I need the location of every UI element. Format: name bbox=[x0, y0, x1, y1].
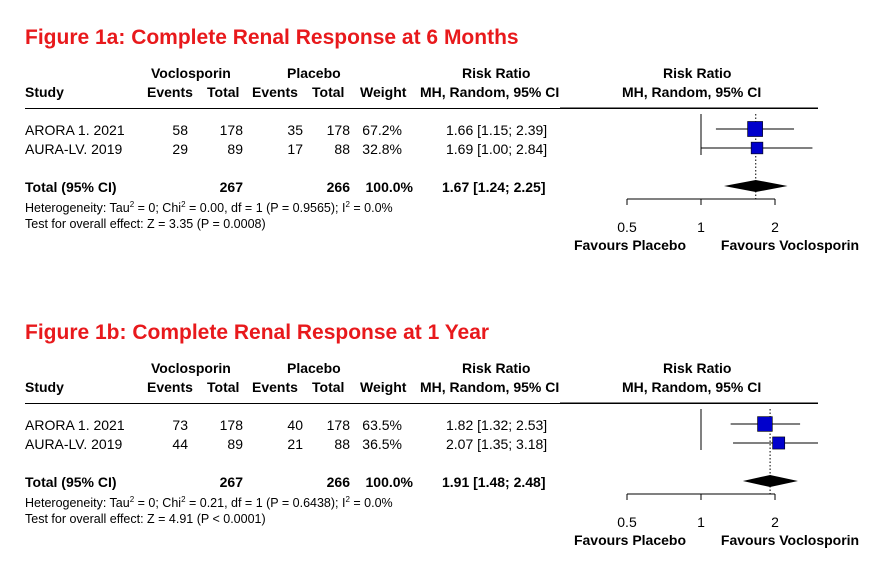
overall-effect-text: Test for overall effect: Z = 3.35 (P = 0… bbox=[25, 217, 266, 231]
tick-label: 1 bbox=[697, 514, 705, 530]
total1-sum: 267 bbox=[219, 474, 243, 490]
header-rule bbox=[25, 108, 818, 109]
events2-value: 35 bbox=[287, 122, 303, 138]
total2-sum: 266 bbox=[326, 179, 350, 195]
weight-header: Weight bbox=[360, 379, 407, 395]
total-weight: 100.0% bbox=[365, 179, 413, 195]
tick-label: 2 bbox=[771, 219, 779, 235]
group2-header: Placebo bbox=[287, 65, 341, 81]
study-effect-marker bbox=[747, 121, 763, 137]
study-effect-marker bbox=[772, 436, 786, 450]
heterogeneity-text: Heterogeneity: Tau2 = 0; Chi2 = 0.21, df… bbox=[25, 495, 393, 511]
events2-header: Events bbox=[252, 379, 298, 395]
events2-value: 17 bbox=[287, 141, 303, 157]
total2-sum: 266 bbox=[326, 474, 350, 490]
group1-header: Voclosporin bbox=[151, 65, 231, 81]
total2-value: 178 bbox=[326, 417, 350, 433]
total2-value: 178 bbox=[326, 122, 350, 138]
rr-header-title: Risk Ratio bbox=[462, 65, 531, 81]
overall-effect-text: Test for overall effect: Z = 4.91 (P < 0… bbox=[25, 512, 266, 526]
total-label: Total (95% CI) bbox=[25, 474, 117, 490]
events1-value: 29 bbox=[172, 141, 188, 157]
total1-sum: 267 bbox=[219, 179, 243, 195]
pooled-effect-diamond bbox=[742, 475, 798, 487]
weight-value: 32.8% bbox=[362, 141, 402, 157]
study-name: ARORA 1. 2021 bbox=[25, 122, 125, 138]
favours-right-label: Favours Voclosporin bbox=[721, 237, 859, 253]
study-name: AURA-LV. 2019 bbox=[25, 141, 123, 157]
total2-value: 88 bbox=[334, 141, 350, 157]
rr-header-title: Risk Ratio bbox=[462, 360, 531, 376]
rr-method-header: MH, Random, 95% CI bbox=[420, 379, 560, 395]
forest-plot: 0.5 1 2 Favours Placebo Favours Voclospo… bbox=[560, 107, 859, 253]
total-weight: 100.0% bbox=[365, 474, 413, 490]
total1-value: 89 bbox=[227, 436, 243, 452]
rr-method-header: MH, Random, 95% CI bbox=[420, 84, 560, 100]
favours-right-label: Favours Voclosporin bbox=[721, 532, 859, 548]
total-ci: 1.67 [1.24; 2.25] bbox=[442, 179, 546, 195]
rr-plot-header-title: Risk Ratio bbox=[663, 360, 732, 376]
events1-value: 73 bbox=[172, 417, 188, 433]
group1-header: Voclosporin bbox=[151, 360, 231, 376]
figure-1b-panel: Figure 1b: Complete Renal Response at 1 … bbox=[0, 295, 891, 578]
forest-plot: 0.5 1 2 Favours Placebo Favours Voclospo… bbox=[560, 402, 859, 548]
rr-plot-header-title: Risk Ratio bbox=[663, 65, 732, 81]
study-header: Study bbox=[25, 379, 64, 395]
events1-value: 44 bbox=[172, 436, 188, 452]
pooled-effect-diamond bbox=[723, 180, 788, 192]
ci-value: 1.66 [1.15; 2.39] bbox=[446, 122, 548, 138]
study-name: AURA-LV. 2019 bbox=[25, 436, 123, 452]
total2-header: Total bbox=[312, 84, 345, 100]
tick-label: 2 bbox=[771, 514, 779, 530]
ci-value: 1.82 [1.32; 2.53] bbox=[446, 417, 548, 433]
rr-plot-method-header: MH, Random, 95% CI bbox=[622, 379, 762, 395]
total-label: Total (95% CI) bbox=[25, 179, 117, 195]
favours-left-label: Favours Placebo bbox=[574, 237, 686, 253]
header-rule bbox=[25, 403, 818, 404]
weight-header: Weight bbox=[360, 84, 407, 100]
events1-header: Events bbox=[147, 84, 193, 100]
group2-header: Placebo bbox=[287, 360, 341, 376]
tick-label: 0.5 bbox=[617, 514, 637, 530]
figure-title: Figure 1a: Complete Renal Response at 6 … bbox=[25, 26, 519, 49]
favours-left-label: Favours Placebo bbox=[574, 532, 686, 548]
heterogeneity-text: Heterogeneity: Tau2 = 0; Chi2 = 0.00, df… bbox=[25, 200, 393, 216]
events1-header: Events bbox=[147, 379, 193, 395]
total1-header: Total bbox=[207, 379, 240, 395]
tick-label: 0.5 bbox=[617, 219, 637, 235]
events2-value: 21 bbox=[287, 436, 303, 452]
ci-value: 1.69 [1.00; 2.84] bbox=[446, 141, 548, 157]
weight-value: 36.5% bbox=[362, 436, 402, 452]
ci-value: 2.07 [1.35; 3.18] bbox=[446, 436, 548, 452]
weight-value: 63.5% bbox=[362, 417, 402, 433]
events1-value: 58 bbox=[172, 122, 188, 138]
study-effect-marker bbox=[750, 141, 764, 155]
study-header: Study bbox=[25, 84, 64, 100]
figure-1a-panel: Figure 1a: Complete Renal Response at 6 … bbox=[0, 0, 891, 283]
total-ci: 1.91 [1.48; 2.48] bbox=[442, 474, 546, 490]
total2-header: Total bbox=[312, 379, 345, 395]
figure-title: Figure 1b: Complete Renal Response at 1 … bbox=[25, 321, 490, 344]
total1-value: 178 bbox=[219, 417, 243, 433]
study-name: ARORA 1. 2021 bbox=[25, 417, 125, 433]
study-effect-marker bbox=[757, 416, 773, 432]
total1-value: 89 bbox=[227, 141, 243, 157]
tick-label: 1 bbox=[697, 219, 705, 235]
events2-value: 40 bbox=[287, 417, 303, 433]
total1-value: 178 bbox=[219, 122, 243, 138]
total2-value: 88 bbox=[334, 436, 350, 452]
weight-value: 67.2% bbox=[362, 122, 402, 138]
events2-header: Events bbox=[252, 84, 298, 100]
total1-header: Total bbox=[207, 84, 240, 100]
rr-plot-method-header: MH, Random, 95% CI bbox=[622, 84, 762, 100]
